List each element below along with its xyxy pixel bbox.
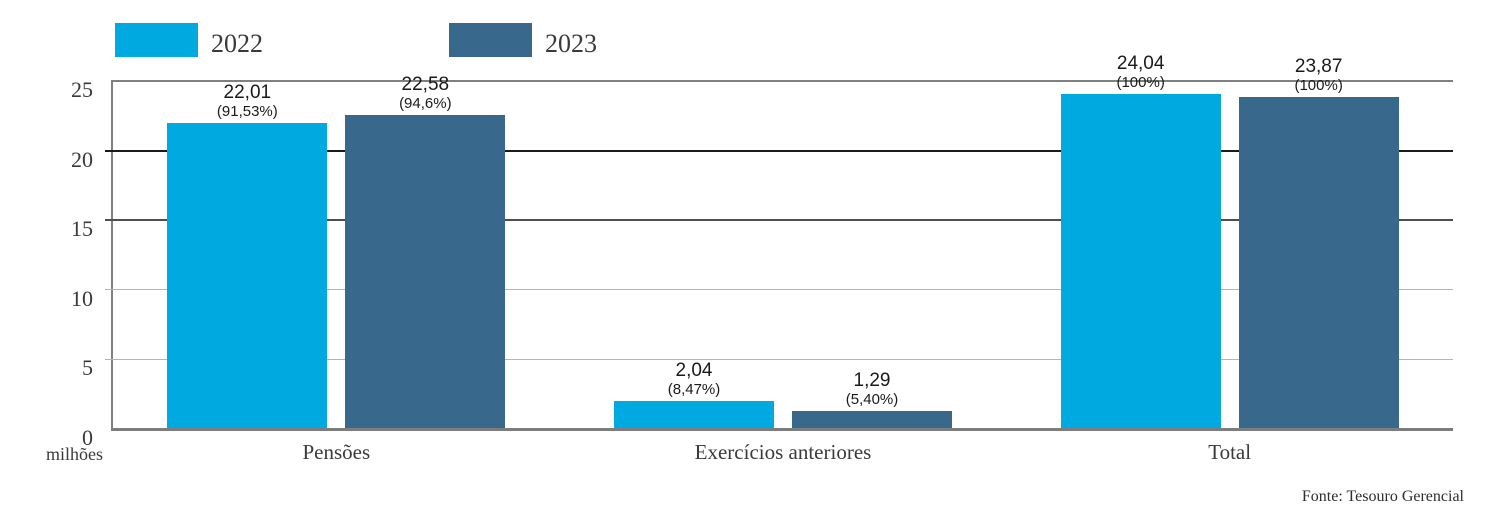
y-tick-label-5: 5 bbox=[82, 355, 93, 381]
bar-label-group-2022-exercicios-anteriores: 2,04 (8,47%) bbox=[594, 360, 794, 398]
y-tick-label-0: 0 bbox=[82, 425, 93, 450]
y-tick-label-25: 25 bbox=[71, 77, 93, 102]
bar-2023-exercicios-anteriores bbox=[792, 411, 952, 429]
bar-value-label: 24,04 bbox=[1116, 53, 1165, 75]
bar-label-group-2023-total: 23,87 (100%) bbox=[1219, 56, 1419, 94]
legend-label-2023: 2023 bbox=[545, 29, 597, 58]
gridline-15 bbox=[113, 219, 1453, 222]
plot-area: 22,01 (91,53%) 22,58 (94,6%) 2,04 (8,47%) 1,29… bbox=[105, 53, 1453, 431]
category-label-exercicios-anteriores: Exercícios anteriores bbox=[694, 440, 872, 464]
legend-swatch-2022 bbox=[115, 23, 198, 57]
legend-swatch-2023 bbox=[449, 23, 532, 57]
y-tick-mark-15 bbox=[105, 219, 113, 222]
y-tick-mark-20 bbox=[105, 149, 113, 152]
bar-2022-exercicios-anteriores bbox=[614, 400, 774, 429]
bar-2023-pensoes bbox=[345, 114, 506, 429]
y-axis-line bbox=[111, 80, 113, 430]
bar-2022-pensoes bbox=[167, 122, 328, 429]
bar-percent-label: (8,47%) bbox=[667, 380, 721, 398]
bar-percent-label: (5,40%) bbox=[845, 391, 899, 409]
bar-label-group-2022-total: 24,04 (100%) bbox=[1041, 53, 1241, 91]
legend-item-2023: 2023 bbox=[449, 23, 597, 57]
gridline-20 bbox=[113, 149, 1453, 152]
bar-value-label: 22,01 bbox=[223, 81, 272, 103]
bar-2022-total bbox=[1060, 94, 1221, 429]
bar-label-group-2022-pensoes: 22,01 (91,53%) bbox=[147, 82, 347, 120]
legend-label-2022: 2022 bbox=[211, 29, 263, 58]
category-label-pensoes: Pensões bbox=[302, 440, 371, 464]
gridline-5 bbox=[113, 358, 1453, 360]
bar-percent-label: (91,53%) bbox=[216, 102, 278, 120]
source-note: Fonte: Tesouro Gerencial bbox=[1301, 488, 1464, 505]
bar-value-label: 2,04 bbox=[675, 359, 713, 381]
bar-2023-total bbox=[1238, 96, 1399, 429]
y-tick-label-20: 20 bbox=[71, 146, 93, 172]
gridline-25 bbox=[113, 80, 1453, 82]
bar-value-label: 22,58 bbox=[401, 73, 450, 95]
category-label-total: Total bbox=[1208, 440, 1252, 464]
bar-value-label: 1,29 bbox=[853, 370, 891, 392]
bar-label-group-2023-exercicios-anteriores: 1,29 (5,40%) bbox=[772, 370, 972, 408]
bar-label-group-2023-pensoes: 22,58 (94,6%) bbox=[325, 74, 525, 112]
x-axis-line bbox=[111, 428, 1453, 431]
y-tick-label-15: 15 bbox=[71, 216, 93, 242]
bar-percent-label: (100%) bbox=[1294, 76, 1343, 94]
y-tick-label-10: 10 bbox=[71, 285, 93, 311]
y-axis-unit-label: milhões bbox=[46, 444, 103, 464]
bar-percent-label: (100%) bbox=[1116, 74, 1165, 92]
y-tick-mark-5 bbox=[105, 358, 113, 360]
bar-percent-label: (94,6%) bbox=[399, 94, 452, 112]
legend-item-2022: 2022 bbox=[115, 23, 263, 57]
y-tick-mark-10 bbox=[105, 289, 113, 291]
gridline-10 bbox=[113, 289, 1453, 291]
bar-value-label: 23,87 bbox=[1294, 55, 1343, 77]
